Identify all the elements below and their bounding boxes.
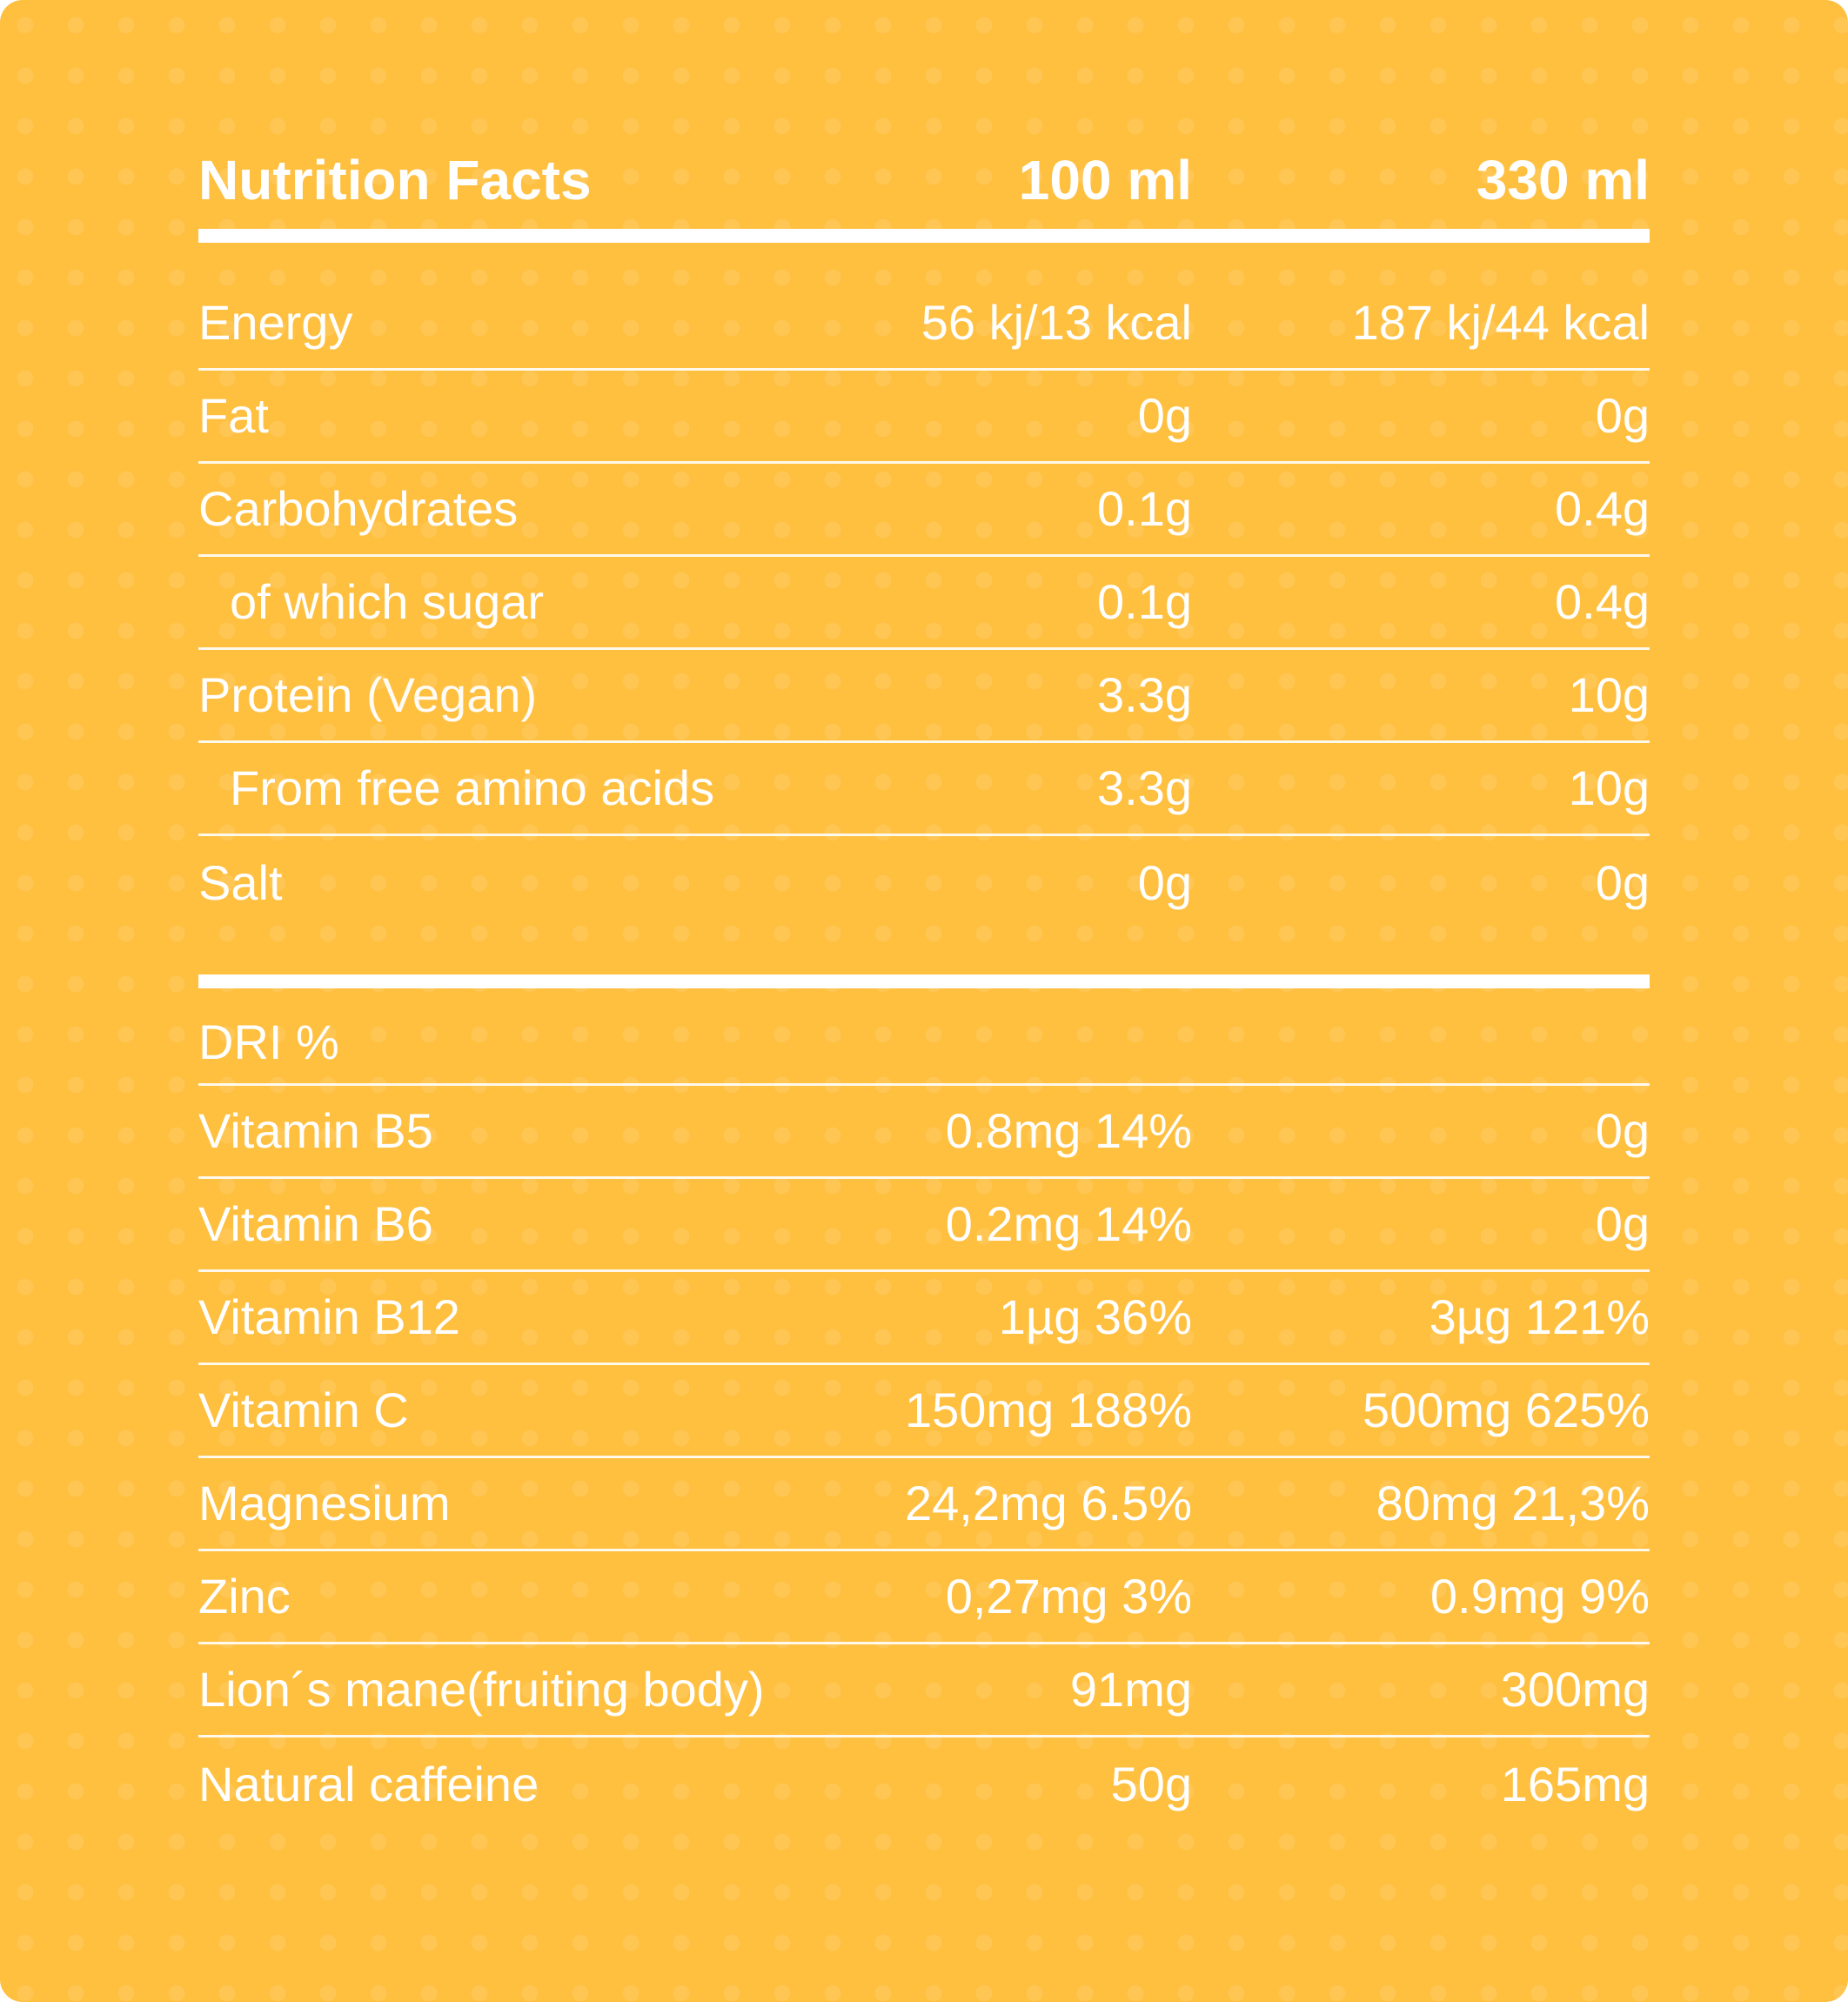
nutrient-name: Protein (Vegan) — [198, 671, 894, 720]
dri-value-330ml: 80mg 21,3% — [1376, 1476, 1650, 1530]
nutrient-value-100ml: 0.1g — [1097, 574, 1192, 629]
nutrient-value-100ml: 0.1g — [1097, 481, 1192, 536]
column-header-100ml: 100 ml — [1018, 148, 1192, 211]
dri-value-100ml: 24,2mg 6.5% — [905, 1476, 1192, 1530]
dri-value-100ml: 50g — [1110, 1756, 1192, 1811]
dri-value-100ml: 150mg 188% — [904, 1383, 1192, 1437]
dri-row-vitamin-c: Vitamin C 150mg 188% 500mg 625% — [198, 1365, 1650, 1458]
nutrient-value-330ml: 10g — [1568, 760, 1650, 815]
dri-name: Vitamin B5 — [198, 1103, 433, 1158]
nutrient-value-330ml: 187 kj/44 kcal — [1351, 295, 1650, 350]
nutrient-name: Salt — [198, 854, 283, 910]
dri-value-330ml: 0g — [1595, 1103, 1650, 1158]
dri-name: Lion´s mane(fruiting body) — [198, 1662, 765, 1717]
dri-row-vitamin-b12: Vitamin B12 1µg 36% 3µg 121% — [198, 1272, 1650, 1365]
dri-header: DRI % — [198, 988, 1650, 1086]
dri-value-100ml: 0.8mg 14% — [945, 1103, 1192, 1158]
nutrient-name: Energy — [198, 295, 353, 350]
nutrient-value-330ml: 0g — [1595, 854, 1650, 910]
nutrient-name-main: Protein — [198, 667, 353, 722]
dri-row-zinc: Zinc 0,27mg 3% 0.9mg 9% — [198, 1551, 1650, 1644]
table-title: Nutrition Facts — [198, 148, 592, 211]
nutrient-value-100ml: 0g — [1137, 854, 1192, 910]
nutrient-value-330ml: 0.4g — [1555, 481, 1650, 536]
dri-name: Zinc — [198, 1569, 291, 1624]
nutrient-row-sugar: of which sugar 0.1g 0.4g — [198, 557, 1650, 650]
nutrient-value-100ml: 3.3g — [1097, 667, 1192, 722]
dri-value-330ml: 500mg 625% — [1362, 1383, 1650, 1437]
dri-row-caffeine: Natural caffeine 50g 165mg — [198, 1738, 1650, 1831]
dri-name: Magnesium — [198, 1476, 451, 1530]
thick-divider — [198, 229, 1650, 243]
nutrient-value-100ml: 3.3g — [1097, 760, 1192, 815]
nutrient-row-protein: Protein (Vegan) 3.3g 10g — [198, 650, 1650, 743]
nutrient-value-330ml: 0g — [1595, 388, 1650, 443]
dri-value-100ml: 1µg 36% — [998, 1289, 1192, 1344]
column-header-330ml: 330 ml — [1476, 148, 1650, 211]
dri-name: Vitamin B12 — [198, 1289, 460, 1344]
nutrient-row-amino-acids: From free amino acids 3.3g 10g — [198, 743, 1650, 836]
dri-name: Vitamin C — [198, 1383, 409, 1437]
dri-label: DRI % — [198, 1014, 339, 1069]
dri-value-100ml: 0.2mg 14% — [945, 1196, 1192, 1251]
dri-row-magnesium: Magnesium 24,2mg 6.5% 80mg 21,3% — [198, 1458, 1650, 1551]
nutrient-value-100ml: 56 kj/13 kcal — [921, 295, 1192, 350]
nutrient-row-salt: Salt 0g 0g — [198, 836, 1650, 929]
nutrient-value-100ml: 0g — [1137, 388, 1192, 443]
dri-value-100ml: 91mg — [1069, 1662, 1192, 1717]
dri-value-100ml: 0,27mg 3% — [945, 1569, 1192, 1624]
dri-row-lions-mane: Lion´s mane(fruiting body) 91mg 300mg — [198, 1644, 1650, 1738]
dri-value-330ml: 3µg 121% — [1429, 1289, 1650, 1344]
nutrient-value-330ml: 10g — [1568, 667, 1650, 722]
nutrient-name: From free amino acids — [230, 760, 715, 815]
dri-value-330ml: 0g — [1595, 1196, 1650, 1251]
nutrient-name: Fat — [198, 388, 269, 443]
thick-divider — [198, 974, 1650, 988]
nutrition-table: Nutrition Facts 100 ml 330 ml Energy 56 … — [198, 131, 1650, 1831]
nutrient-name: of which sugar — [230, 574, 545, 629]
dri-value-330ml: 300mg — [1500, 1662, 1650, 1717]
dri-value-330ml: 165mg — [1500, 1756, 1650, 1811]
nutrient-name-suffix: (Vegan) — [366, 667, 538, 722]
nutrient-value-330ml: 0.4g — [1555, 574, 1650, 629]
dri-value-330ml: 0.9mg 9% — [1430, 1569, 1650, 1624]
nutrient-row-carbohydrates: Carbohydrates 0.1g 0.4g — [198, 464, 1650, 557]
dri-name: Natural caffeine — [198, 1756, 539, 1811]
dri-name: Vitamin B6 — [198, 1196, 433, 1251]
table-header: Nutrition Facts 100 ml 330 ml — [198, 131, 1650, 229]
nutrient-name: Carbohydrates — [198, 481, 519, 536]
dri-row-vitamin-b6: Vitamin B6 0.2mg 14% 0g — [198, 1179, 1650, 1272]
dri-row-vitamin-b5: Vitamin B5 0.8mg 14% 0g — [198, 1086, 1650, 1179]
nutrient-row-energy: Energy 56 kj/13 kcal 187 kj/44 kcal — [198, 278, 1650, 371]
nutrient-row-fat: Fat 0g 0g — [198, 371, 1650, 464]
